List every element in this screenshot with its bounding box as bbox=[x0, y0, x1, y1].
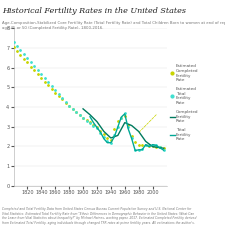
Text: Age-Composition-Stabilized Core Fertility Rate (Total Fertility Rate) and Total : Age-Composition-Stabilized Core Fertilit… bbox=[2, 21, 225, 30]
Legend: Estimated
Completed
Fertility
Rate, Estimated
Total
Fertility
Rate, Completed
Fe: Estimated Completed Fertility Rate, Esti… bbox=[168, 63, 200, 143]
Text: Completed and Total Fertility Data from United States Census Bureau Current Popu: Completed and Total Fertility Data from … bbox=[2, 207, 197, 225]
Text: Historical Fertility Rates in the United States: Historical Fertility Rates in the United… bbox=[2, 7, 186, 15]
